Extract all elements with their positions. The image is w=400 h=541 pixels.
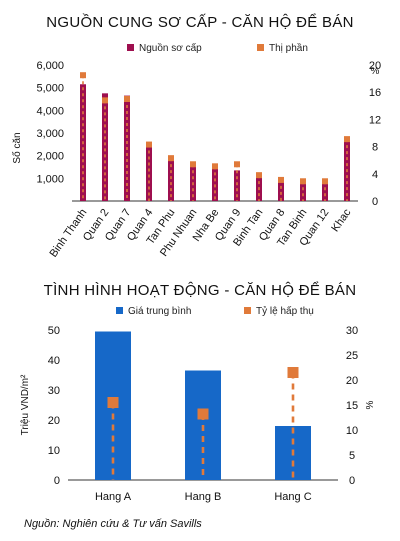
chart1-share-marker bbox=[212, 163, 218, 170]
chart1-bar bbox=[102, 93, 108, 201]
chart2-y-tick-label: 10 bbox=[48, 445, 60, 457]
chart1-y2-tick-label: 4 bbox=[372, 169, 378, 181]
chart1-bar bbox=[278, 180, 284, 201]
chart1-y-tick-label: 6,000 bbox=[36, 60, 64, 72]
chart1-y2-axis-label: % bbox=[371, 66, 380, 77]
chart1-bar bbox=[300, 181, 306, 201]
chart1-y-tick-label: 5,000 bbox=[36, 83, 64, 95]
chart1-legend-swatch-share bbox=[257, 44, 264, 51]
chart2-absorption-marker bbox=[197, 408, 209, 420]
chart1-legend-primary: Nguồn sơ cấp bbox=[139, 42, 202, 54]
chart1-share-marker bbox=[168, 155, 174, 162]
chart1-title: NGUỒN CUNG SƠ CẤP - CĂN HỘ ĐỂ BÁN bbox=[46, 13, 354, 31]
chart1-y2-tick-label: 0 bbox=[372, 196, 378, 208]
chart1-plot: 1,0002,0003,0004,0005,0006,000048121620B… bbox=[36, 60, 381, 260]
chart1-bar bbox=[322, 181, 328, 201]
chart2-category-label: Hang A bbox=[95, 491, 132, 503]
chart1-share-marker bbox=[234, 161, 240, 168]
chart2-y2-tick-label: 20 bbox=[346, 375, 358, 387]
chart2-y-tick-label: 0 bbox=[54, 475, 60, 487]
source-note: Nguồn: Nghiên cứu & Tư vấn Savills bbox=[24, 518, 202, 530]
chart1-share-marker bbox=[344, 136, 350, 143]
chart2-y-axis-label: Triệu VND/m² bbox=[20, 374, 31, 435]
chart1-y2-tick-label: 20 bbox=[369, 60, 381, 72]
chart2-legend-swatch-absorption bbox=[244, 307, 251, 314]
chart1-y-tick-label: 2,000 bbox=[36, 151, 64, 163]
chart1-share-marker bbox=[102, 97, 108, 104]
chart2-y2-tick-label: 5 bbox=[349, 450, 355, 462]
chart1-y-tick-label: 3,000 bbox=[36, 128, 64, 140]
chart1-share-marker bbox=[146, 141, 152, 148]
chart1-y2-tick-label: 8 bbox=[372, 142, 378, 154]
chart1-bar bbox=[234, 170, 240, 201]
chart2-absorption-marker bbox=[107, 397, 119, 408]
chart1-share-marker bbox=[300, 178, 306, 185]
chart1-category-label: Khac bbox=[329, 206, 353, 234]
chart1-y2-tick-label: 12 bbox=[369, 114, 381, 126]
chart2-legend: Giá trung bình Tỷ lệ hấp thụ bbox=[116, 305, 314, 317]
chart2-legend-swatch-price bbox=[116, 307, 123, 314]
chart2-y2-tick-label: 0 bbox=[349, 475, 355, 487]
chart2-y2-tick-label: 30 bbox=[346, 325, 358, 337]
chart1-y-tick-label: 1,000 bbox=[36, 173, 64, 185]
chart2-y2-tick-label: 10 bbox=[346, 425, 358, 437]
chart2-y2-axis-label: % bbox=[365, 400, 376, 409]
chart2-y-tick-label: 30 bbox=[48, 385, 60, 397]
chart1-share-marker bbox=[124, 96, 130, 102]
chart1-share-marker bbox=[322, 178, 328, 185]
chart2-y-tick-label: 20 bbox=[48, 415, 60, 427]
chart1-y2-tick-label: 16 bbox=[369, 87, 381, 99]
chart1-share-marker bbox=[256, 172, 262, 179]
chart2-title: TÌNH HÌNH HOẠT ĐỘNG - CĂN HỘ ĐỂ BÁN bbox=[44, 281, 357, 299]
chart1-share-marker bbox=[80, 72, 86, 79]
chart1-legend-swatch-primary bbox=[127, 44, 134, 51]
chart2-y-tick-label: 50 bbox=[48, 325, 60, 337]
chart2-y2-tick-label: 15 bbox=[346, 400, 358, 412]
chart1-bar bbox=[212, 167, 218, 201]
chart2-plot: 0 10 20 30 40 50 0 5 10 15 20 25 30 Hang A Hang B Hang … bbox=[48, 325, 358, 503]
chart1-bar bbox=[146, 143, 152, 201]
chart1-legend-share: Thị phần bbox=[269, 42, 308, 54]
chart1-y-tick-label: 4,000 bbox=[36, 105, 64, 117]
chart2-legend-price: Giá trung bình bbox=[128, 306, 191, 317]
chart1-share-marker bbox=[278, 176, 284, 183]
chart2-legend-absorption: Tỷ lệ hấp thụ bbox=[256, 305, 314, 317]
chart1-bar bbox=[168, 157, 174, 201]
chart1-share-marker bbox=[190, 161, 196, 168]
chart2-category-label: Hang C bbox=[274, 491, 311, 503]
chart2-y2-tick-label: 25 bbox=[346, 350, 358, 362]
chart1-legend: Nguồn sơ cấp Thị phần bbox=[127, 42, 308, 54]
chart2-category-label: Hang B bbox=[185, 491, 222, 503]
chart2-y-tick-label: 40 bbox=[48, 355, 60, 367]
chart2-absorption-marker bbox=[287, 367, 299, 378]
chart1-y-axis-label: Số căn bbox=[11, 132, 23, 163]
